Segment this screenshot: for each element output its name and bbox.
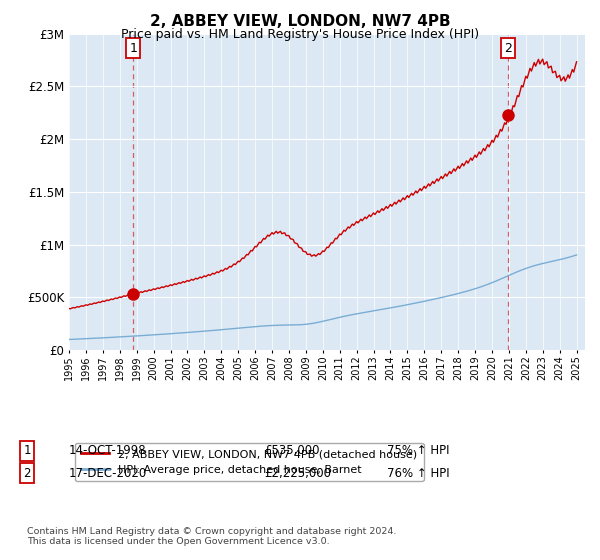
Text: 75% ↑ HPI: 75% ↑ HPI: [387, 444, 449, 458]
Text: 2: 2: [504, 41, 512, 54]
Text: 1: 1: [129, 41, 137, 54]
Text: 14-OCT-1998: 14-OCT-1998: [69, 444, 146, 458]
Legend: 2, ABBEY VIEW, LONDON, NW7 4PB (detached house), HPI: Average price, detached ho: 2, ABBEY VIEW, LONDON, NW7 4PB (detached…: [74, 442, 424, 482]
Text: £535,000: £535,000: [264, 444, 320, 458]
Text: Price paid vs. HM Land Registry's House Price Index (HPI): Price paid vs. HM Land Registry's House …: [121, 28, 479, 41]
Text: 2: 2: [23, 466, 31, 480]
Text: 17-DEC-2020: 17-DEC-2020: [69, 466, 147, 480]
Text: 1: 1: [23, 444, 31, 458]
Text: Contains HM Land Registry data © Crown copyright and database right 2024.
This d: Contains HM Land Registry data © Crown c…: [27, 526, 397, 546]
Text: £2,225,000: £2,225,000: [264, 466, 331, 480]
Text: 76% ↑ HPI: 76% ↑ HPI: [387, 466, 449, 480]
Text: 2, ABBEY VIEW, LONDON, NW7 4PB: 2, ABBEY VIEW, LONDON, NW7 4PB: [149, 14, 451, 29]
